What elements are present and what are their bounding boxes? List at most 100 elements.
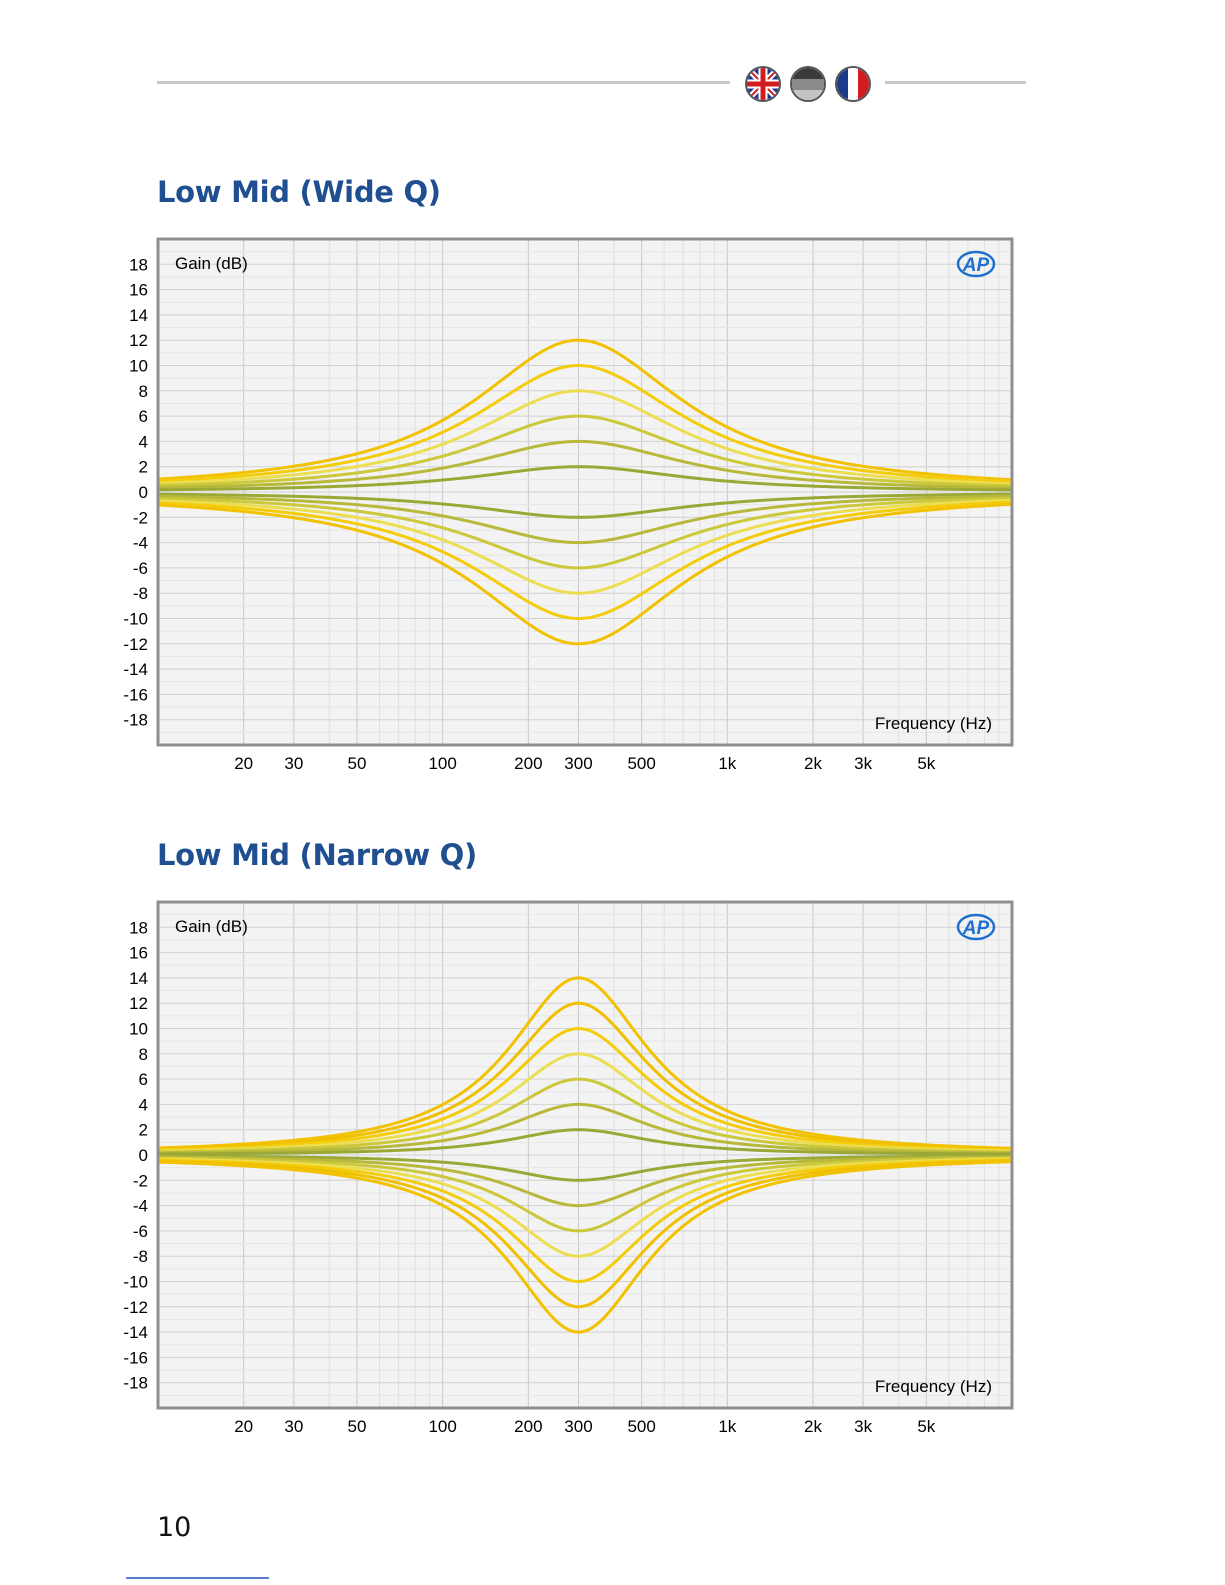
footer-link-line bbox=[126, 1577, 269, 1579]
ap-logo-icon: AP bbox=[956, 913, 996, 941]
series-line-1 bbox=[157, 364, 1013, 484]
y-tick-label: 14 bbox=[129, 969, 148, 988]
plot-border bbox=[156, 900, 1014, 1410]
series-line-4 bbox=[157, 1077, 1013, 1154]
y-tick-label: 8 bbox=[139, 1045, 148, 1064]
curves bbox=[157, 338, 1013, 646]
y-tick-label: -12 bbox=[123, 1298, 148, 1317]
y-axis-label: Gain (dB) bbox=[175, 917, 248, 936]
y-tick-label: 4 bbox=[139, 432, 148, 451]
german-flag-icon[interactable] bbox=[790, 66, 826, 102]
y-tick-label: 10 bbox=[129, 1020, 148, 1039]
series-line-3 bbox=[157, 414, 1013, 488]
x-tick-label: 20 bbox=[234, 1417, 253, 1436]
x-tick-label: 1k bbox=[718, 1417, 736, 1436]
x-tick-label: 30 bbox=[284, 754, 303, 773]
x-tick-label: 20 bbox=[234, 754, 253, 773]
series-line-10 bbox=[157, 500, 1013, 620]
y-tick-label: 4 bbox=[139, 1095, 148, 1114]
series-line-7 bbox=[157, 494, 1013, 545]
language-flags bbox=[745, 66, 880, 106]
x-tick-label: 2k bbox=[804, 754, 822, 773]
series-line-0 bbox=[157, 976, 1013, 1150]
series-line-5 bbox=[157, 1102, 1013, 1155]
x-tick-label: 100 bbox=[428, 1417, 456, 1436]
page-number: 10 bbox=[157, 1512, 192, 1543]
series-line-9 bbox=[157, 498, 1013, 595]
series-line-9 bbox=[157, 1156, 1013, 1233]
y-tick-label: -2 bbox=[133, 1171, 148, 1190]
y-tick-label: 18 bbox=[129, 255, 148, 274]
series-line-2 bbox=[157, 1027, 1013, 1152]
y-tick-label: -4 bbox=[133, 534, 148, 553]
y-axis-label: Gain (dB) bbox=[175, 254, 248, 273]
x-tick-label: 500 bbox=[627, 1417, 655, 1436]
y-tick-label: -8 bbox=[133, 584, 148, 603]
y-tick-label: 0 bbox=[139, 1146, 148, 1165]
y-tick-label: -18 bbox=[123, 711, 148, 730]
y-tick-label: 12 bbox=[129, 331, 148, 350]
ap-logo-icon: AP bbox=[956, 250, 996, 278]
header-rule-left bbox=[157, 81, 730, 84]
y-tick-label: 2 bbox=[139, 458, 148, 477]
series-line-5 bbox=[157, 465, 1013, 492]
y-tick-label: -4 bbox=[133, 1197, 148, 1216]
series-line-11 bbox=[157, 1158, 1013, 1283]
y-tick-label: -10 bbox=[123, 610, 148, 629]
french-flag-icon[interactable] bbox=[835, 66, 871, 102]
series-line-11 bbox=[157, 502, 1013, 646]
grid bbox=[158, 239, 1012, 745]
series-line-8 bbox=[157, 496, 1013, 570]
series-line-13 bbox=[157, 1160, 1013, 1334]
y-tick-label: -8 bbox=[133, 1247, 148, 1266]
y-tick-label: 12 bbox=[129, 994, 148, 1013]
x-tick-label: 2k bbox=[804, 1417, 822, 1436]
y-tick-label: 2 bbox=[139, 1121, 148, 1140]
x-tick-label: 300 bbox=[564, 1417, 592, 1436]
y-tick-label: 16 bbox=[129, 281, 148, 300]
curves bbox=[157, 976, 1013, 1334]
x-tick-label: 100 bbox=[428, 754, 456, 773]
y-tick-label: -6 bbox=[133, 1222, 148, 1241]
series-line-8 bbox=[157, 1155, 1013, 1208]
x-tick-label: 1k bbox=[718, 754, 736, 773]
y-tick-label: 6 bbox=[139, 1070, 148, 1089]
series-line-6 bbox=[157, 1128, 1013, 1156]
x-tick-label: 200 bbox=[514, 754, 542, 773]
y-tick-label: -2 bbox=[133, 508, 148, 527]
y-tick-label: -12 bbox=[123, 635, 148, 654]
y-tick-label: -18 bbox=[123, 1374, 148, 1393]
series-line-0 bbox=[157, 338, 1013, 482]
y-tick-label: 8 bbox=[139, 382, 148, 401]
y-tick-label: 6 bbox=[139, 407, 148, 426]
y-tick-label: 16 bbox=[129, 944, 148, 963]
x-tick-label: 500 bbox=[627, 754, 655, 773]
y-tick-label: 18 bbox=[129, 918, 148, 937]
series-line-1 bbox=[157, 1001, 1013, 1151]
x-tick-label: 200 bbox=[514, 1417, 542, 1436]
chart-svg: 181614121086420-2-4-6-8-10-12-14-16-1820… bbox=[123, 237, 1014, 773]
section-title-wide-q: Low Mid (Wide Q) bbox=[157, 175, 441, 209]
x-tick-label: 50 bbox=[348, 1417, 367, 1436]
x-tick-label: 30 bbox=[284, 1417, 303, 1436]
x-tick-label: 5k bbox=[917, 754, 935, 773]
series-line-3 bbox=[157, 1052, 1013, 1153]
y-tick-label: -10 bbox=[123, 1273, 148, 1292]
x-tick-label: 50 bbox=[348, 754, 367, 773]
chart-low-mid-wide-q: 18 16 14 12 10 8 6 4 2 0 -2 -4 -6 -8 -10 -12 -14 -16 -18 20… bbox=[110, 230, 1030, 790]
x-tick-label: 3k bbox=[854, 754, 872, 773]
series-line-6 bbox=[157, 492, 1013, 519]
plot-border bbox=[156, 237, 1014, 747]
y-tick-label: -16 bbox=[123, 685, 148, 704]
y-tick-label: -14 bbox=[123, 660, 148, 679]
y-tick-label: 14 bbox=[129, 306, 148, 325]
y-tick-label: 0 bbox=[139, 483, 148, 502]
series-line-12 bbox=[157, 1159, 1013, 1309]
x-tick-label: 5k bbox=[917, 1417, 935, 1436]
series-line-7 bbox=[157, 1154, 1013, 1182]
section-title-narrow-q: Low Mid (Narrow Q) bbox=[157, 838, 477, 872]
series-line-4 bbox=[157, 439, 1013, 490]
uk-flag-icon[interactable] bbox=[745, 66, 781, 102]
x-axis-label: Frequency (Hz) bbox=[875, 1377, 992, 1396]
y-tick-label: -6 bbox=[133, 559, 148, 578]
